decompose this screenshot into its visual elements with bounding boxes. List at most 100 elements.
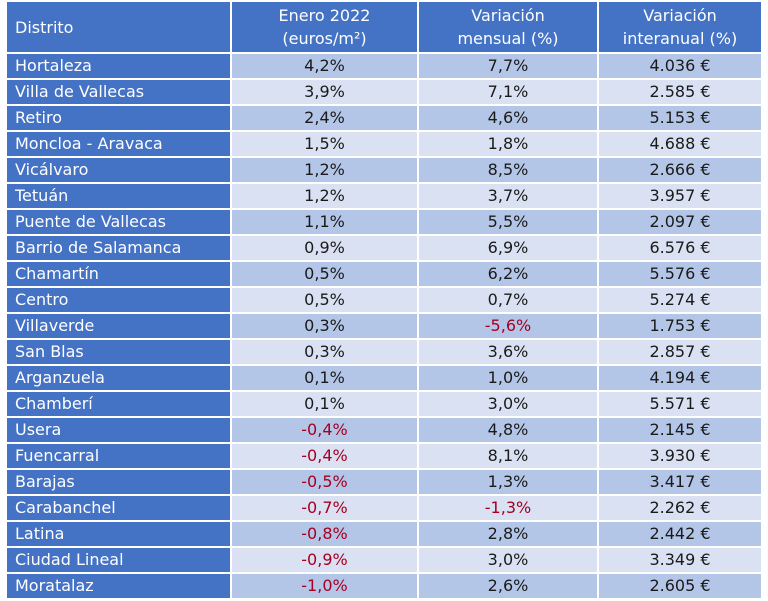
cell-mensual: 3,7% bbox=[418, 182, 599, 209]
table-header: Distrito Enero 2022 (euros/m²) Variación… bbox=[7, 2, 761, 53]
table-row: Villa de Vallecas 3,9% 7,1% 2.585 € bbox=[7, 78, 761, 105]
cell-enero: 2,4% bbox=[231, 104, 419, 131]
cell-interanual: 5.153 € bbox=[598, 104, 761, 131]
cell-enero: -0,4% bbox=[231, 442, 419, 469]
cell-distrito: Chamartín bbox=[7, 260, 232, 287]
cell-enero: -1,0% bbox=[231, 572, 419, 598]
header-enero-line2: (euros/m²) bbox=[282, 29, 367, 48]
cell-mensual: 2,6% bbox=[418, 572, 599, 598]
table-row: Chamberí 0,1% 3,0% 5.571 € bbox=[7, 390, 761, 417]
cell-distrito: Ciudad Lineal bbox=[7, 546, 232, 573]
cell-interanual: 2.585 € bbox=[598, 78, 761, 105]
cell-mensual: -1,3% bbox=[418, 494, 599, 521]
cell-mensual: 3,6% bbox=[418, 338, 599, 365]
cell-enero: 1,5% bbox=[231, 130, 419, 157]
table-row: Arganzuela 0,1% 1,0% 4.194 € bbox=[7, 364, 761, 391]
cell-mensual: 8,5% bbox=[418, 156, 599, 183]
price-table-container: Distrito Enero 2022 (euros/m²) Variación… bbox=[7, 2, 761, 598]
cell-interanual: 3.417 € bbox=[598, 468, 761, 495]
cell-distrito: Vicálvaro bbox=[7, 156, 232, 183]
cell-mensual: 4,6% bbox=[418, 104, 599, 131]
cell-distrito: Arganzuela bbox=[7, 364, 232, 391]
table-row: Centro 0,5% 0,7% 5.274 € bbox=[7, 286, 761, 313]
cell-distrito: Hortaleza bbox=[7, 52, 232, 79]
cell-interanual: 4.194 € bbox=[598, 364, 761, 391]
header-mensual: Variación mensual (%) bbox=[418, 2, 599, 53]
cell-distrito: Villa de Vallecas bbox=[7, 78, 232, 105]
cell-distrito: Fuencarral bbox=[7, 442, 232, 469]
cell-enero: 4,2% bbox=[231, 52, 419, 79]
cell-enero: 1,1% bbox=[231, 208, 419, 235]
cell-interanual: 3.349 € bbox=[598, 546, 761, 573]
cell-interanual: 1.753 € bbox=[598, 312, 761, 339]
price-table: Distrito Enero 2022 (euros/m²) Variación… bbox=[7, 2, 761, 598]
table-row: Villaverde 0,3% -5,6% 1.753 € bbox=[7, 312, 761, 339]
cell-enero: 0,5% bbox=[231, 260, 419, 287]
cell-distrito: Chamberí bbox=[7, 390, 232, 417]
cell-distrito: Retiro bbox=[7, 104, 232, 131]
header-interanual-line1: Variación bbox=[643, 6, 717, 25]
cell-distrito: Carabanchel bbox=[7, 494, 232, 521]
cell-distrito: Barajas bbox=[7, 468, 232, 495]
header-row: Distrito Enero 2022 (euros/m²) Variación… bbox=[7, 2, 761, 53]
header-enero-line1: Enero 2022 bbox=[278, 6, 371, 25]
cell-mensual: 7,1% bbox=[418, 78, 599, 105]
cell-enero: -0,4% bbox=[231, 416, 419, 443]
cell-distrito: Latina bbox=[7, 520, 232, 547]
table-row: Latina -0,8% 2,8% 2.442 € bbox=[7, 520, 761, 547]
cell-mensual: 7,7% bbox=[418, 52, 599, 79]
cell-enero: -0,5% bbox=[231, 468, 419, 495]
cell-distrito: Moncloa - Aravaca bbox=[7, 130, 232, 157]
cell-mensual: 5,5% bbox=[418, 208, 599, 235]
cell-mensual: 6,2% bbox=[418, 260, 599, 287]
table-row: Barrio de Salamanca 0,9% 6,9% 6.576 € bbox=[7, 234, 761, 261]
cell-interanual: 2.262 € bbox=[598, 494, 761, 521]
cell-enero: 0,9% bbox=[231, 234, 419, 261]
cell-mensual: 1,3% bbox=[418, 468, 599, 495]
table-row: San Blas 0,3% 3,6% 2.857 € bbox=[7, 338, 761, 365]
header-distrito: Distrito bbox=[7, 2, 232, 53]
cell-interanual: 5.576 € bbox=[598, 260, 761, 287]
header-interanual-line2: interanual (%) bbox=[622, 29, 738, 48]
cell-interanual: 3.930 € bbox=[598, 442, 761, 469]
header-mensual-line2: mensual (%) bbox=[457, 29, 559, 48]
cell-enero: -0,9% bbox=[231, 546, 419, 573]
header-distrito-label: Distrito bbox=[15, 17, 74, 37]
cell-interanual: 5.274 € bbox=[598, 286, 761, 313]
cell-interanual: 2.145 € bbox=[598, 416, 761, 443]
table-row: Moncloa - Aravaca 1,5% 1,8% 4.688 € bbox=[7, 130, 761, 157]
cell-distrito: Barrio de Salamanca bbox=[7, 234, 232, 261]
table-row: Retiro 2,4% 4,6% 5.153 € bbox=[7, 104, 761, 131]
table-row: Puente de Vallecas 1,1% 5,5% 2.097 € bbox=[7, 208, 761, 235]
cell-enero: 0,1% bbox=[231, 364, 419, 391]
cell-enero: 1,2% bbox=[231, 156, 419, 183]
cell-interanual: 2.605 € bbox=[598, 572, 761, 598]
table-row: Tetuán 1,2% 3,7% 3.957 € bbox=[7, 182, 761, 209]
table-row: Vicálvaro 1,2% 8,5% 2.666 € bbox=[7, 156, 761, 183]
cell-interanual: 2.666 € bbox=[598, 156, 761, 183]
cell-enero: 3,9% bbox=[231, 78, 419, 105]
table-row: Ciudad Lineal -0,9% 3,0% 3.349 € bbox=[7, 546, 761, 573]
table-body: Hortaleza 4,2% 7,7% 4.036 € Villa de Valleca… bbox=[7, 52, 761, 598]
cell-enero: 0,3% bbox=[231, 338, 419, 365]
table-row: Carabanchel -0,7% -1,3% 2.262 € bbox=[7, 494, 761, 521]
cell-mensual: -5,6% bbox=[418, 312, 599, 339]
cell-interanual: 4.036 € bbox=[598, 52, 761, 79]
cell-enero: 0,3% bbox=[231, 312, 419, 339]
cell-enero: 1,2% bbox=[231, 182, 419, 209]
cell-mensual: 2,8% bbox=[418, 520, 599, 547]
cell-interanual: 5.571 € bbox=[598, 390, 761, 417]
cell-mensual: 3,0% bbox=[418, 546, 599, 573]
cell-enero: -0,8% bbox=[231, 520, 419, 547]
cell-interanual: 6.576 € bbox=[598, 234, 761, 261]
cell-enero: 0,1% bbox=[231, 390, 419, 417]
table-row: Fuencarral -0,4% 8,1% 3.930 € bbox=[7, 442, 761, 469]
cell-interanual: 2.097 € bbox=[598, 208, 761, 235]
cell-distrito: Tetuán bbox=[7, 182, 232, 209]
table-row: Moratalaz -1,0% 2,6% 2.605 € bbox=[7, 572, 761, 598]
header-interanual: Variación interanual (%) bbox=[598, 2, 761, 53]
cell-interanual: 2.442 € bbox=[598, 520, 761, 547]
cell-distrito: Usera bbox=[7, 416, 232, 443]
cell-interanual: 3.957 € bbox=[598, 182, 761, 209]
cell-enero: -0,7% bbox=[231, 494, 419, 521]
